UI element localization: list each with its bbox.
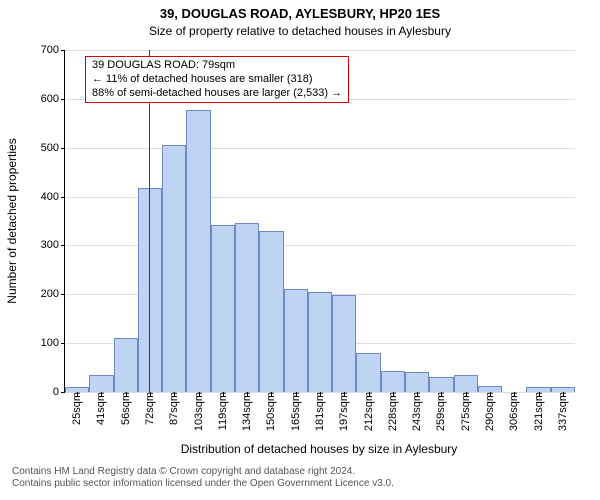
annotation-box: 39 DOUGLAS ROAD: 79sqm ← 11% of detached… — [85, 56, 349, 103]
xtick-label: 290sqm — [484, 392, 496, 431]
bar — [162, 145, 186, 392]
annotation-line: ← 11% of detached houses are smaller (31… — [92, 73, 342, 87]
xtick-label: 337sqm — [557, 392, 569, 431]
xtick-label: 134sqm — [241, 392, 253, 431]
xtick-label: 197sqm — [338, 392, 350, 431]
xtick-label: 150sqm — [265, 392, 277, 431]
footer-line-1: Contains HM Land Registry data © Crown c… — [12, 466, 588, 478]
xtick-label: 212sqm — [363, 392, 375, 431]
bar — [284, 289, 308, 392]
xtick-label: 72sqm — [144, 392, 156, 425]
ytick-label: 600 — [41, 93, 59, 105]
x-axis-label: Distribution of detached houses by size … — [64, 442, 574, 456]
bar — [405, 372, 429, 392]
xtick-label: 25sqm — [71, 392, 83, 425]
xtick-label: 87sqm — [168, 392, 180, 425]
bar — [308, 292, 332, 392]
ytick-label: 400 — [41, 191, 59, 203]
bar — [235, 223, 259, 392]
xtick-label: 165sqm — [290, 392, 302, 431]
annotation-line: 88% of semi-detached houses are larger (… — [92, 87, 342, 101]
xtick-label: 103sqm — [193, 392, 205, 431]
bar — [259, 231, 283, 392]
bar — [381, 371, 405, 392]
gridline — [65, 148, 575, 149]
title-line-2: Size of property relative to detached ho… — [0, 24, 600, 38]
xtick-label: 228sqm — [387, 392, 399, 431]
xtick-label: 243sqm — [411, 392, 423, 431]
xtick-label: 275sqm — [460, 392, 472, 431]
bar — [211, 225, 235, 392]
footer-line-2: Contains public sector information licen… — [12, 478, 588, 490]
title-line-1: 39, DOUGLAS ROAD, AYLESBURY, HP20 1ES — [0, 6, 600, 21]
xtick-label: 321sqm — [533, 392, 545, 431]
xtick-label: 41sqm — [95, 392, 107, 425]
ytick-label: 500 — [41, 142, 59, 154]
bar — [356, 353, 380, 392]
bar — [89, 375, 113, 392]
bar — [429, 377, 453, 392]
xtick-label: 119sqm — [217, 392, 229, 430]
xtick-label: 181sqm — [314, 392, 326, 431]
ytick-label: 300 — [41, 239, 59, 251]
ytick-label: 700 — [41, 44, 59, 56]
bar — [332, 295, 356, 392]
footer-attribution: Contains HM Land Registry data © Crown c… — [12, 466, 588, 490]
ytick-label: 200 — [41, 288, 59, 300]
ytick-label: 100 — [41, 337, 59, 349]
y-axis-label: Number of detached properties — [5, 138, 19, 303]
xtick-label: 259sqm — [435, 392, 447, 431]
xtick-label: 306sqm — [508, 392, 520, 431]
bar — [186, 110, 210, 392]
ytick-label: 0 — [53, 386, 59, 398]
gridline — [65, 50, 575, 51]
annotation-line: 39 DOUGLAS ROAD: 79sqm — [92, 59, 342, 73]
bar — [454, 375, 478, 392]
xtick-label: 56sqm — [120, 392, 132, 425]
chart-container: 39, DOUGLAS ROAD, AYLESBURY, HP20 1ES Si… — [0, 0, 600, 500]
bar — [114, 338, 138, 392]
